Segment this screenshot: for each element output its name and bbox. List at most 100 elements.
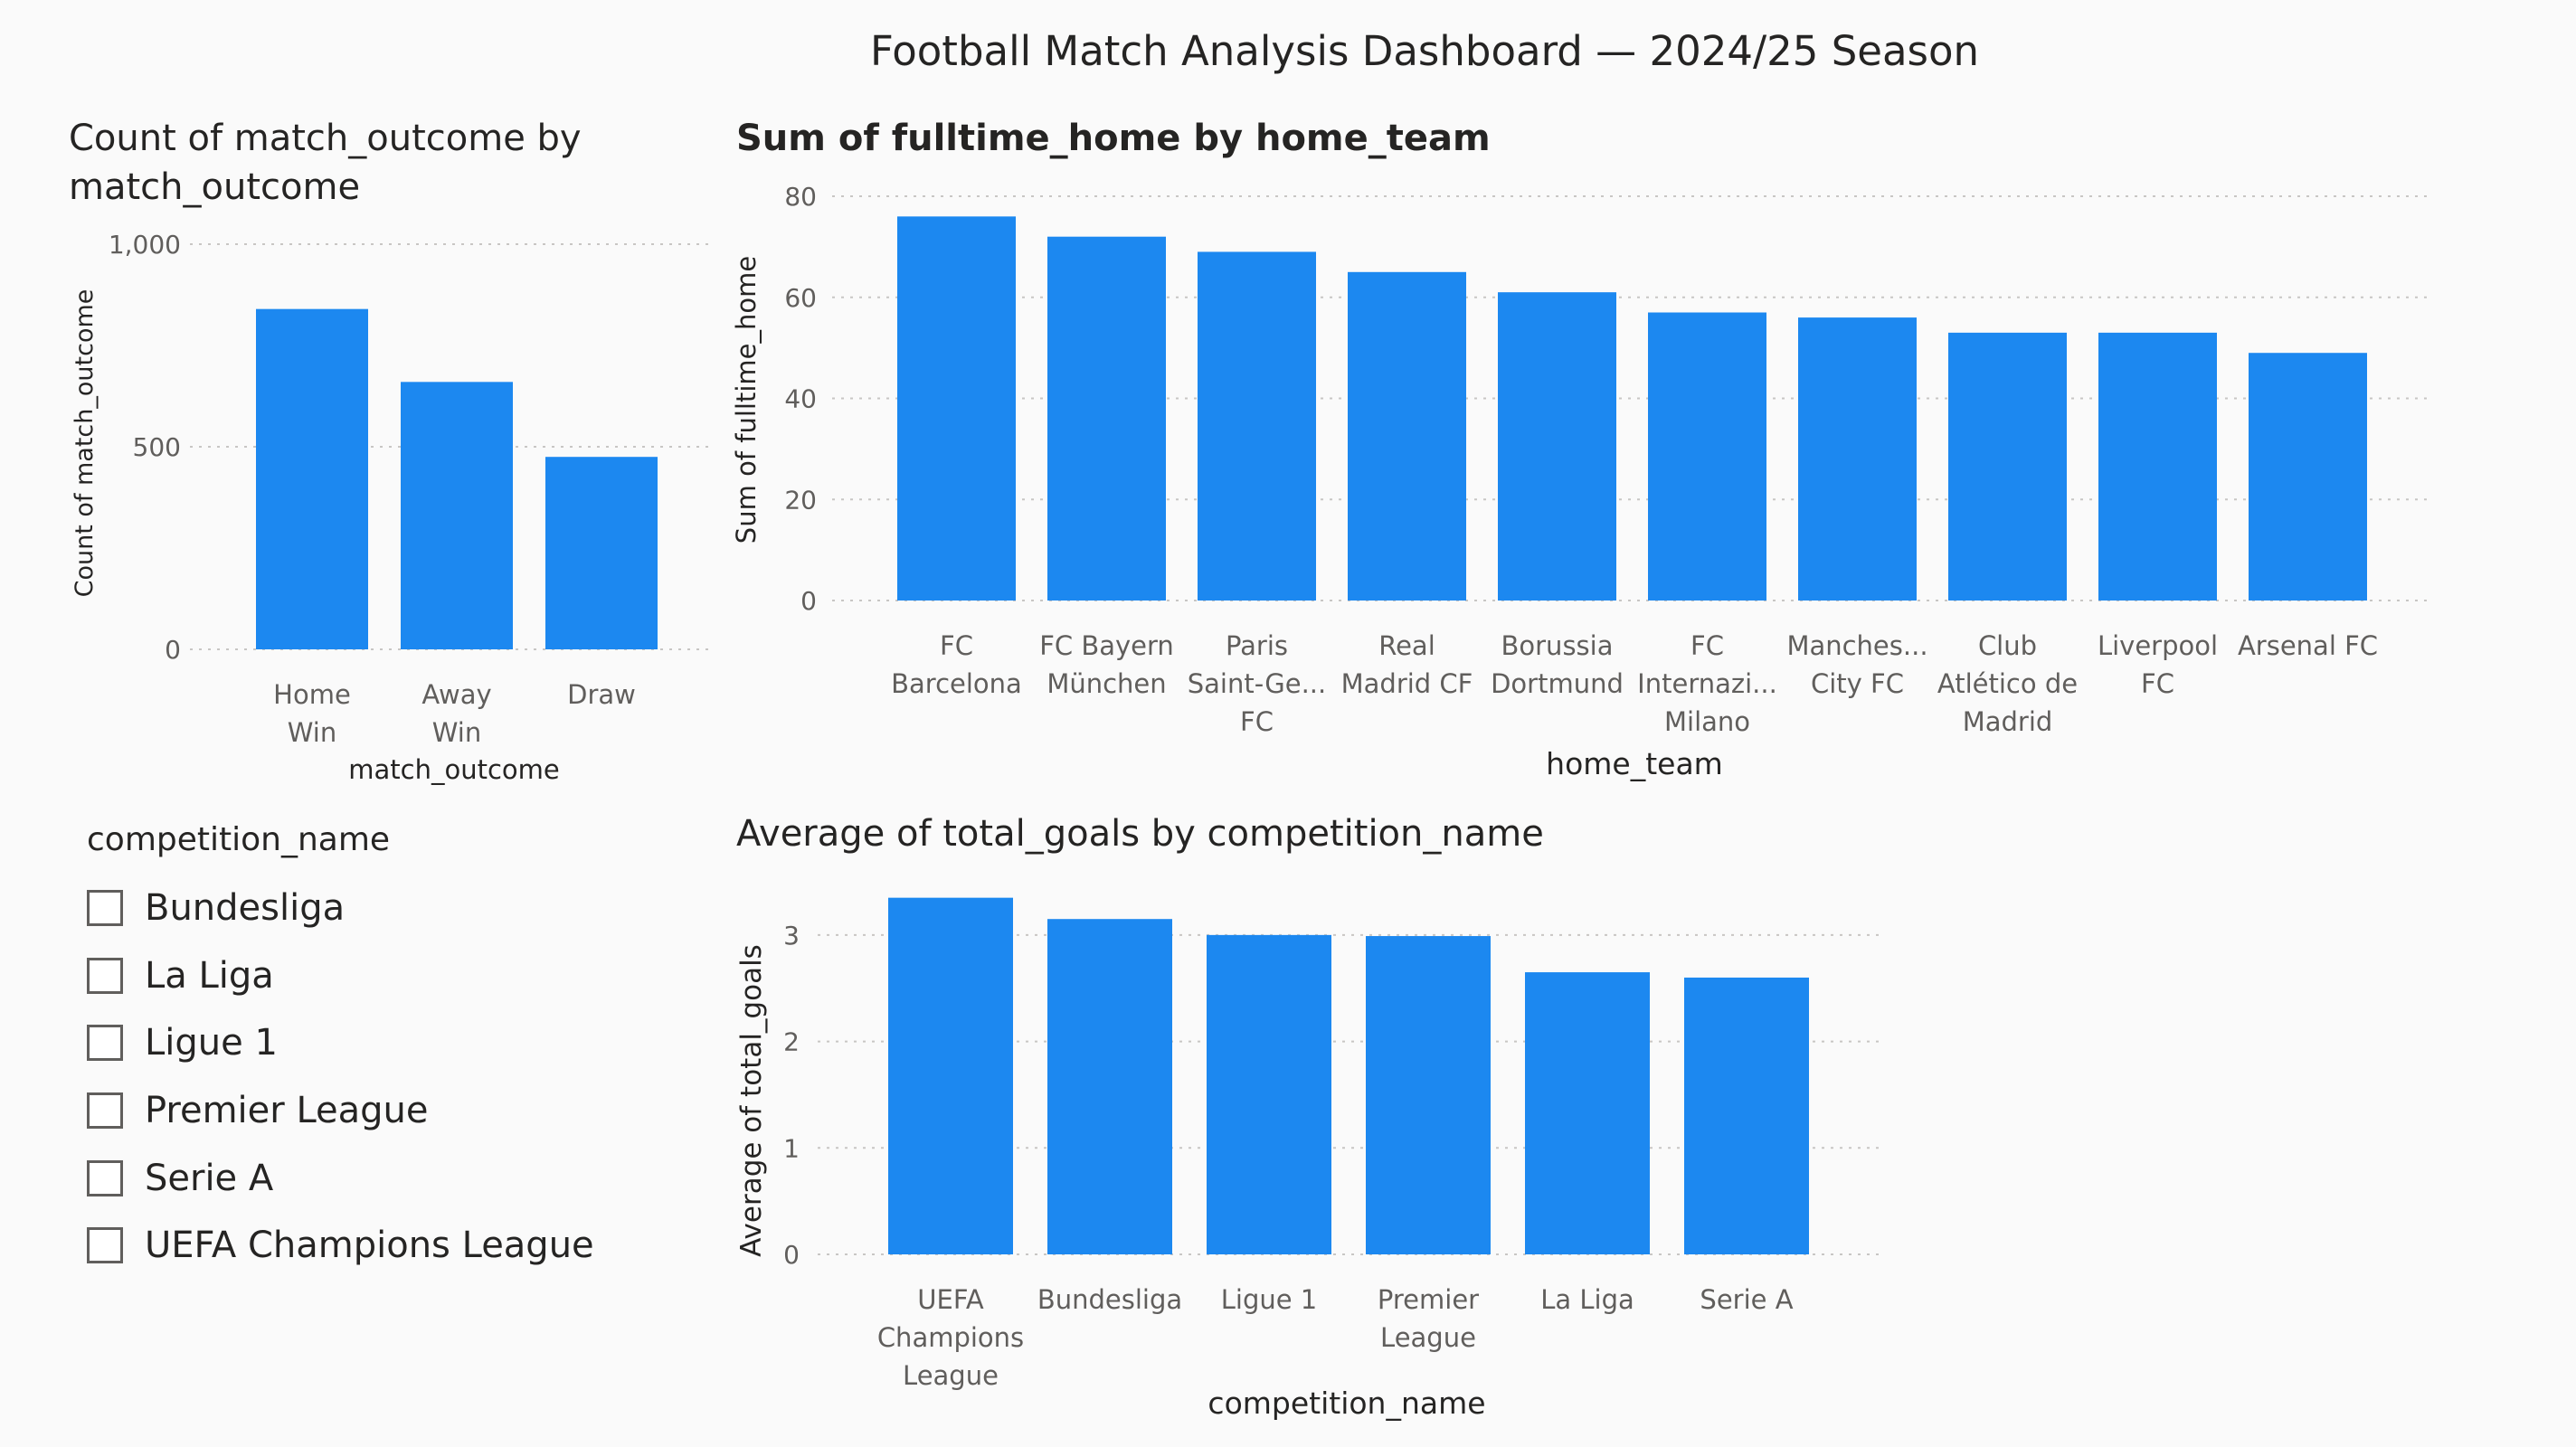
x-tick-label: League xyxy=(903,1360,999,1391)
x-tick-label: City FC xyxy=(1811,668,1904,699)
y-axis-title: Count of match_outcome xyxy=(71,289,99,598)
x-tick-label: Paris xyxy=(1226,630,1288,661)
outcome-bar-chart: 0 500 1,000 Home Win Away Win Draw match_outcome… xyxy=(71,230,715,785)
bar xyxy=(897,216,1016,601)
bar xyxy=(1207,934,1331,1254)
x-tick-label: Manches... xyxy=(1786,630,1927,661)
home-team-bar-chart: 0 20 40 60 80 FC Barcelona FC Bayern München Pari… xyxy=(731,182,2433,781)
y-tick-label: 60 xyxy=(784,283,817,313)
x-tick-label: FC Bayern xyxy=(1039,630,1174,661)
y-tick-label: 2 xyxy=(783,1027,800,1057)
x-tick-label: La Liga xyxy=(1540,1284,1634,1315)
checkbox[interactable] xyxy=(87,1227,123,1264)
slicer-item-label: Bundesliga xyxy=(145,887,346,930)
y-axis-title: Average of total_goals xyxy=(735,944,768,1257)
x-tick-label: FC xyxy=(2141,668,2174,699)
x-tick-label: Premier xyxy=(1378,1284,1479,1315)
checkbox[interactable] xyxy=(87,1092,123,1130)
x-tick-label: Madrid xyxy=(1963,706,2053,737)
x-tick-label: Win xyxy=(288,717,336,748)
checkbox[interactable] xyxy=(87,1159,123,1196)
slicer-item[interactable]: Serie A xyxy=(87,1144,702,1212)
x-tick-label: League xyxy=(1380,1322,1476,1353)
x-tick-label: Atlético de xyxy=(1937,668,2078,699)
x-tick-label: Bundesliga xyxy=(1037,1284,1182,1315)
slicer-item-label: Ligue 1 xyxy=(145,1022,278,1064)
x-tick-label: Draw xyxy=(567,679,636,710)
bar xyxy=(1798,317,1917,601)
bar xyxy=(1047,919,1172,1254)
checkbox[interactable] xyxy=(87,957,123,994)
x-tick-label: FC xyxy=(1240,706,1274,737)
x-tick-label: Club xyxy=(1978,630,2037,661)
bar xyxy=(545,457,658,649)
slicer-item-label: La Liga xyxy=(145,954,274,997)
y-tick-label: 1,000 xyxy=(109,230,181,260)
x-axis-title: competition_name xyxy=(1208,1386,1485,1421)
checkbox[interactable] xyxy=(87,890,123,927)
bar xyxy=(1348,271,1466,601)
x-tick-label: Away xyxy=(421,679,491,710)
x-tick-label: Arsenal FC xyxy=(2238,630,2378,661)
slicer-item[interactable]: La Liga xyxy=(87,942,702,1010)
home-team-chart-visual[interactable]: Sum of fulltime_home by home_team 0 20 40 6… xyxy=(724,109,2460,796)
slicer-item[interactable]: Bundesliga xyxy=(87,875,702,942)
x-tick-label: Serie A xyxy=(1700,1284,1793,1315)
outcome-chart-visual[interactable]: Count of match_outcome by match_outcome … xyxy=(54,109,724,796)
competition-slicer: competition_name Bundesliga La Liga Ligue … xyxy=(87,818,702,1280)
x-tick-label: Saint-Ge... xyxy=(1188,668,1326,699)
y-tick-label: 40 xyxy=(784,384,817,414)
bar xyxy=(1525,972,1650,1254)
bar xyxy=(1366,936,1491,1254)
y-tick-label: 0 xyxy=(783,1240,800,1270)
y-tick-label: 1 xyxy=(783,1133,800,1163)
x-tick-label: Milano xyxy=(1664,706,1750,737)
goals-chart-visual[interactable]: Average of total_goals by competition_na… xyxy=(724,809,1899,1442)
x-axis-title: match_outcome xyxy=(348,754,560,785)
bar xyxy=(1047,236,1166,601)
y-tick-label: 3 xyxy=(783,921,800,950)
x-tick-label: UEFA xyxy=(917,1284,984,1315)
x-tick-label: Madrid CF xyxy=(1341,668,1473,699)
x-tick-label: FC xyxy=(1690,630,1724,661)
y-tick-label: 0 xyxy=(800,586,817,616)
slicer-item-label: UEFA Champions League xyxy=(145,1225,594,1267)
bar xyxy=(2249,353,2367,601)
y-tick-label: 0 xyxy=(165,635,181,665)
slicer-item[interactable]: Ligue 1 xyxy=(87,1009,702,1077)
slicer-item[interactable]: UEFA Champions League xyxy=(87,1212,702,1280)
goals-bar-chart: 0 1 2 3 UEFA Champions League Bundesliga Ligue 1… xyxy=(735,897,1881,1421)
home-team-chart-title: Sum of fulltime_home by home_team xyxy=(736,118,1491,159)
x-tick-label: Real xyxy=(1378,630,1435,661)
y-tick-label: 500 xyxy=(133,432,181,462)
x-tick-label: Win xyxy=(432,717,481,748)
goals-chart-title: Average of total_goals by competition_na… xyxy=(736,813,1544,855)
slicer-item-label: Premier League xyxy=(145,1090,429,1132)
x-tick-label: Home xyxy=(273,679,351,710)
y-axis-title: Sum of fulltime_home xyxy=(731,256,762,544)
x-tick-label: Internazi... xyxy=(1637,668,1777,699)
bar xyxy=(2098,332,2217,601)
bar xyxy=(1198,251,1316,601)
bar xyxy=(401,382,513,649)
y-tick-label: 80 xyxy=(784,182,817,212)
bar xyxy=(1948,332,2067,601)
slicer-header: competition_name xyxy=(87,821,391,858)
x-tick-label: Liverpool xyxy=(2098,630,2218,661)
bar xyxy=(1498,292,1616,601)
x-tick-label: Barcelona xyxy=(891,668,1022,699)
outcome-chart-title: Count of match_outcome by match_outcome xyxy=(69,118,582,208)
bar xyxy=(1648,312,1766,601)
bar xyxy=(1684,977,1809,1254)
x-tick-label: München xyxy=(1046,668,1166,699)
slicer-item[interactable]: Premier League xyxy=(87,1077,702,1145)
bar xyxy=(888,897,1013,1254)
checkbox[interactable] xyxy=(87,1025,123,1062)
x-tick-label: Champions xyxy=(877,1322,1024,1353)
x-tick-label: Dortmund xyxy=(1491,668,1624,699)
bar xyxy=(256,308,368,649)
slicer-item-list: Bundesliga La Liga Ligue 1 Premier League Se… xyxy=(87,875,702,1280)
page-title: Football Match Analysis Dashboard — 2024… xyxy=(869,27,1980,75)
x-tick-label: Borussia xyxy=(1501,630,1614,661)
x-tick-label: Ligue 1 xyxy=(1221,1284,1318,1315)
